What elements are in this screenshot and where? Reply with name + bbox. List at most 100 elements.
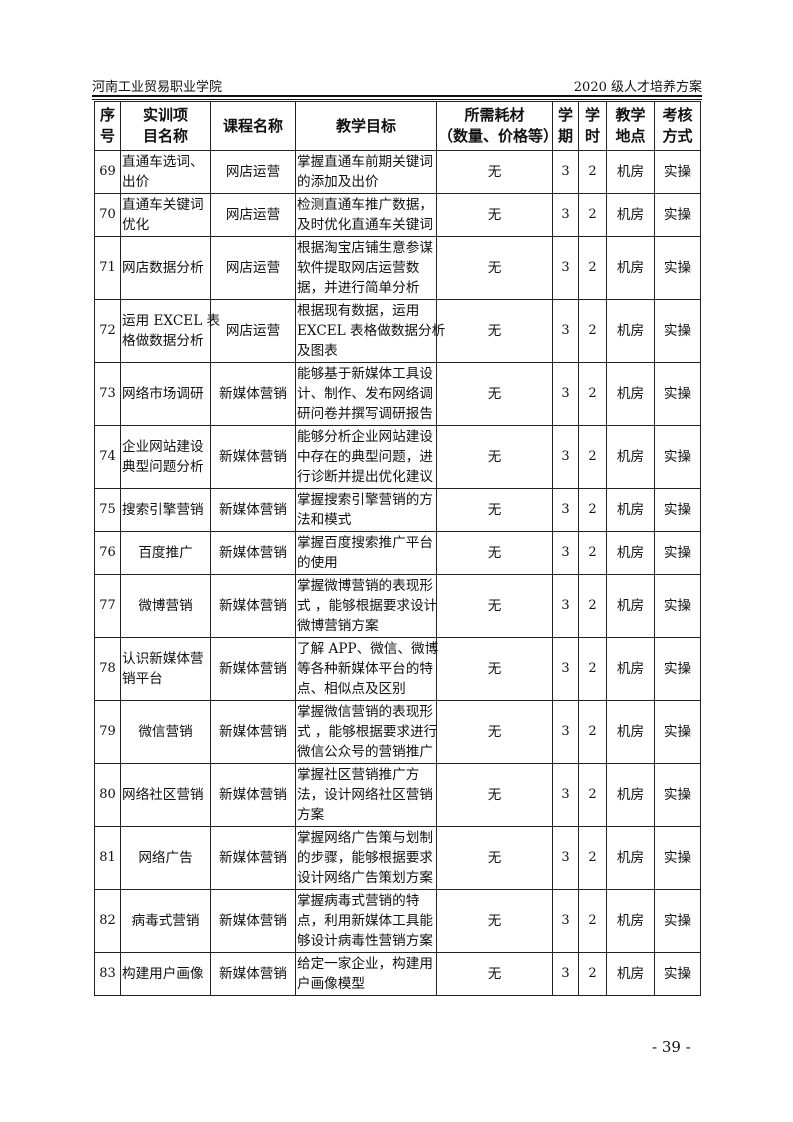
cell-materials: 无 [436,150,553,194]
table-row: 80 网络社区营销 新媒体营销 掌握社区营销推广方 法，设计网络社区营销 方案无 3 2 机房实… [94,763,701,827]
cell-goal: 根据现有数据，运用 EXCEL 表格做数据分析 及图表 [295,299,445,363]
header-col-term: 学期 [552,101,579,151]
cell-term: 3 [552,637,579,701]
header-text: 所需耗材 [464,106,525,124]
cell-hours: 2 [578,488,607,532]
cell-location: 机房 [606,637,655,701]
header-col-course: 课程名称 [210,101,296,151]
cell-goal: 检测直通车推广数据， 及时优化直通车关键词 [295,193,437,237]
header-text: 期 [557,127,573,145]
table-row: 79 微信营销 新媒体营销 掌握微信营销的表现形式 ，能够根据要求进行 微信公众号的营销… [94,700,701,764]
cell-goal-line: 掌握百度搜索推广平台 [297,535,433,551]
table-row: 81 网络广告 新媒体营销 掌握网络广告策与划制 的步骤，能够根据要求 设计网络广告策划方… [94,826,701,890]
cell-materials: 无 [436,488,553,532]
table-row: 78 认识新媒体营 销平台 新媒体营销 了解 APP、微信、微博 等各种新媒体平台的特 点、… [94,637,701,701]
cell-materials: 无 [436,952,553,996]
cell-location: 机房 [606,826,655,890]
cell-term: 3 [552,193,579,237]
cell-assessment: 实操 [654,763,701,827]
cell-no: 75 [94,488,121,532]
cell-hours: 2 [578,150,607,194]
cell-assessment: 实操 [654,574,701,638]
cell-no: 80 [94,763,121,827]
cell-goal-line: 方案 [297,807,325,823]
cell-hours: 2 [578,952,607,996]
cell-project-name: 直通车选词、 出价 [120,150,211,194]
header-text: 学 [584,106,600,124]
cell-no: 76 [94,531,121,575]
table-row: 70 直通车关键词 优化 网店运营 检测直通车推广数据， 及时优化直通车关键词无 3 2 机房实… [94,193,701,237]
cell-location: 机房 [606,574,655,638]
cell-goal-line: 给定一家企业，构建用 [297,956,433,972]
header-col-no: 序号 [94,101,121,151]
cell-goal-line: 等各种新媒体平台的特 [297,661,433,677]
cell-project-name: 网络社区营销 [120,763,211,827]
cell-materials: 无 [436,637,553,701]
cell-project-name: 微信营销 [120,700,211,764]
cell-project-name-line: 百度推广 [138,545,193,561]
cell-assessment: 实操 [654,531,701,575]
cell-location: 机房 [606,193,655,237]
page-number: - 39 - [652,1038,691,1056]
cell-assessment: 实操 [654,637,701,701]
cell-project-name: 直通车关键词 优化 [120,193,211,237]
table-row: 77 微博营销 新媒体营销 掌握微博营销的表现形式 ，能够根据要求设计 微博营销方案无 3… [94,574,701,638]
cell-project-name-line: 直通车选词、 [122,154,204,170]
cell-goal-line: 据，并进行简单分析 [297,280,420,296]
cell-materials: 无 [436,236,553,300]
cell-no: 73 [94,362,121,426]
cell-goal-line: 能够基于新媒体工具设 [297,366,433,382]
cell-goal-line: 了解 APP、微信、微博 [297,641,439,657]
cell-hours: 2 [578,637,607,701]
cell-goal: 掌握微信营销的表现形式 ，能够根据要求进行 微信公众号的营销推广 [295,700,437,764]
cell-project-name: 构建用户画像 [120,952,211,996]
cell-goal-line: 掌握社区营销推广方 [297,767,420,783]
cell-goal-line: 设计网络广告策划方案 [297,870,433,886]
cell-course: 新媒体营销 [210,488,296,532]
cell-no: 71 [94,236,121,300]
cell-goal-line: 中存在的典型问题，进 [297,449,433,465]
cell-hours: 2 [578,574,607,638]
cell-project-name-line: 出价 [122,174,150,190]
cell-location: 机房 [606,425,655,489]
header-col-goal: 教学目标 [295,101,437,151]
cell-location: 机房 [606,763,655,827]
cell-goal: 根据淘宝店铺生意参谋 软件提取网店运营数 据，并进行简单分析 [295,236,437,300]
cell-assessment: 实操 [654,700,701,764]
cell-goal-line: 掌握病毒式营销的特 [297,893,420,909]
cell-goal-line: 能够分析企业网站建设 [297,429,433,445]
cell-project-name: 微博营销 [120,574,211,638]
cell-goal: 掌握病毒式营销的特 点，利用新媒体工具能 够设计病毒性营销方案 [295,889,437,953]
cell-course: 新媒体营销 [210,763,296,827]
cell-term: 3 [552,826,579,890]
header-text: 考核 [662,106,693,124]
cell-materials: 无 [436,362,553,426]
cell-hours: 2 [578,425,607,489]
cell-course: 网店运营 [210,150,296,194]
cell-term: 3 [552,952,579,996]
cell-no: 81 [94,826,121,890]
cell-materials: 无 [436,425,553,489]
cell-assessment: 实操 [654,952,701,996]
cell-no: 69 [94,150,121,194]
cell-goal-line: 掌握搜索引擎营销的方 [297,492,433,508]
header-rule-thin [92,99,702,100]
cell-course: 新媒体营销 [210,952,296,996]
cell-location: 机房 [606,952,655,996]
cell-assessment: 实操 [654,889,701,953]
cell-project-name-line: 优化 [122,217,150,233]
cell-goal-line: 掌握网络广告策与划制 [297,830,433,846]
cell-project-name-line: 运用 EXCEL 表 [122,313,221,329]
cell-project-name-line: 微博营销 [138,598,193,614]
cell-no: 83 [94,952,121,996]
cell-term: 3 [552,531,579,575]
cell-course: 新媒体营销 [210,637,296,701]
training-projects-table: 序号实训项 目名称 课程名称 教学目标 所需耗材 （数量、价格等）学期学时教学 地点 考核 方式… [94,101,701,996]
cell-course: 网店运营 [210,236,296,300]
table-row: 83 构建用户画像 新媒体营销 给定一家企业，构建用 户画像模型无 3 2 机房 实操 [94,952,701,996]
cell-project-name-line: 典型问题分析 [122,459,204,475]
cell-course: 新媒体营销 [210,425,296,489]
cell-assessment: 实操 [654,362,701,426]
cell-assessment: 实操 [654,826,701,890]
cell-project-name: 百度推广 [120,531,211,575]
